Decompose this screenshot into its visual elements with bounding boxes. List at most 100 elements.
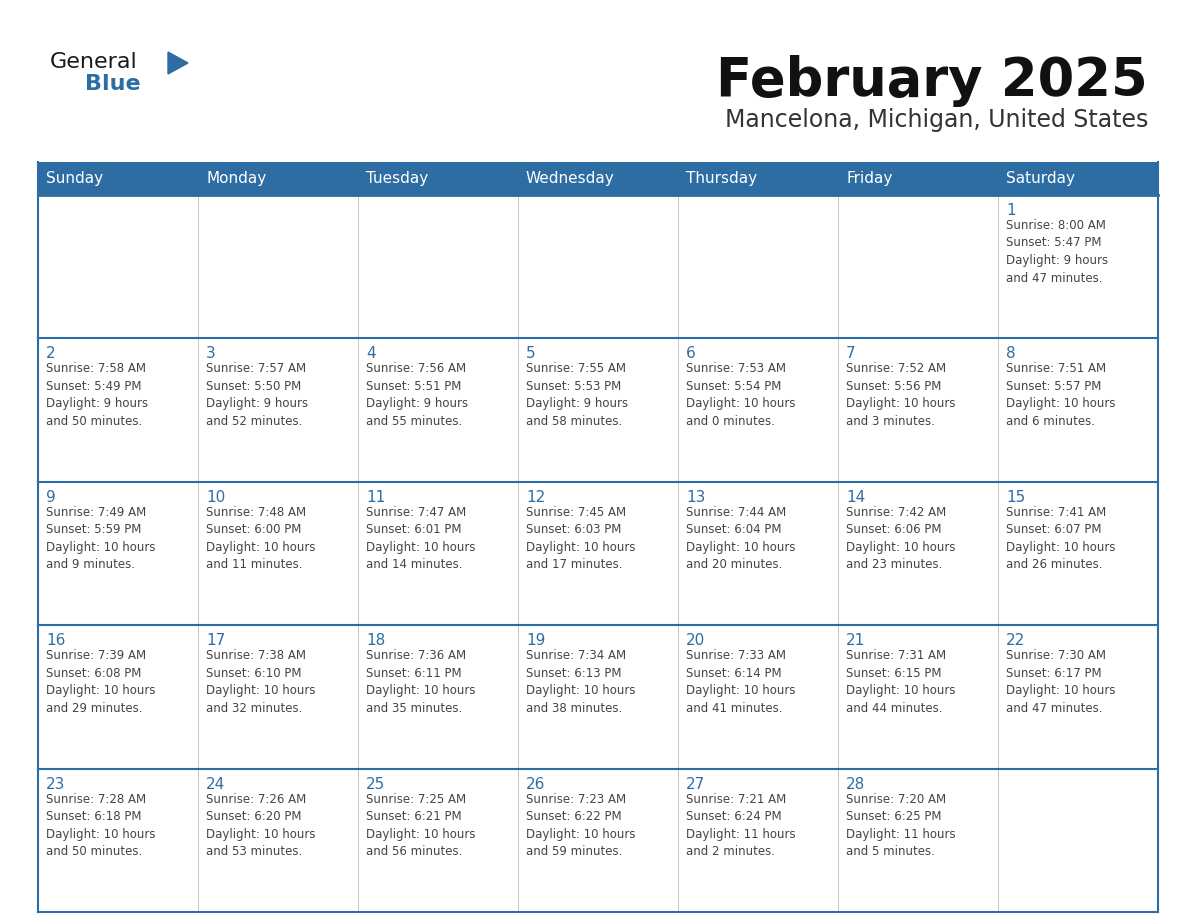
Bar: [518, 625, 678, 768]
Bar: [838, 482, 998, 625]
Bar: [838, 625, 998, 768]
Text: 21: 21: [846, 633, 865, 648]
Bar: [678, 482, 838, 625]
Text: 20: 20: [685, 633, 706, 648]
Bar: [998, 195, 1158, 339]
Bar: [678, 195, 838, 339]
Text: Sunrise: 7:56 AM
Sunset: 5:51 PM
Daylight: 9 hours
and 55 minutes.: Sunrise: 7:56 AM Sunset: 5:51 PM Dayligh…: [366, 363, 468, 428]
Text: 26: 26: [526, 777, 545, 791]
Text: Tuesday: Tuesday: [366, 171, 428, 186]
Text: Sunrise: 7:45 AM
Sunset: 6:03 PM
Daylight: 10 hours
and 17 minutes.: Sunrise: 7:45 AM Sunset: 6:03 PM Dayligh…: [526, 506, 636, 571]
Bar: [198, 339, 358, 482]
Bar: [198, 195, 358, 339]
Text: 6: 6: [685, 346, 696, 362]
Bar: [358, 195, 518, 339]
Text: Sunrise: 7:48 AM
Sunset: 6:00 PM
Daylight: 10 hours
and 11 minutes.: Sunrise: 7:48 AM Sunset: 6:00 PM Dayligh…: [206, 506, 316, 571]
Bar: [998, 625, 1158, 768]
Text: Sunrise: 7:33 AM
Sunset: 6:14 PM
Daylight: 10 hours
and 41 minutes.: Sunrise: 7:33 AM Sunset: 6:14 PM Dayligh…: [685, 649, 796, 715]
Text: 4: 4: [366, 346, 375, 362]
Bar: [198, 482, 358, 625]
Text: 11: 11: [366, 490, 385, 505]
Text: 15: 15: [1006, 490, 1025, 505]
Bar: [998, 482, 1158, 625]
Bar: [198, 768, 358, 912]
Bar: [998, 339, 1158, 482]
Text: 17: 17: [206, 633, 226, 648]
Polygon shape: [168, 52, 188, 74]
Text: Sunrise: 7:34 AM
Sunset: 6:13 PM
Daylight: 10 hours
and 38 minutes.: Sunrise: 7:34 AM Sunset: 6:13 PM Dayligh…: [526, 649, 636, 715]
Bar: [838, 768, 998, 912]
Text: 28: 28: [846, 777, 865, 791]
Text: 23: 23: [46, 777, 65, 791]
Text: Sunrise: 7:42 AM
Sunset: 6:06 PM
Daylight: 10 hours
and 23 minutes.: Sunrise: 7:42 AM Sunset: 6:06 PM Dayligh…: [846, 506, 955, 571]
Bar: [38, 482, 198, 625]
Text: Sunrise: 7:38 AM
Sunset: 6:10 PM
Daylight: 10 hours
and 32 minutes.: Sunrise: 7:38 AM Sunset: 6:10 PM Dayligh…: [206, 649, 316, 715]
Text: 22: 22: [1006, 633, 1025, 648]
Bar: [678, 768, 838, 912]
Text: 7: 7: [846, 346, 855, 362]
Bar: [358, 482, 518, 625]
Text: 3: 3: [206, 346, 216, 362]
Bar: [358, 625, 518, 768]
Text: Saturday: Saturday: [1006, 171, 1075, 186]
Text: 13: 13: [685, 490, 706, 505]
Bar: [838, 195, 998, 339]
Text: Sunrise: 7:30 AM
Sunset: 6:17 PM
Daylight: 10 hours
and 47 minutes.: Sunrise: 7:30 AM Sunset: 6:17 PM Dayligh…: [1006, 649, 1116, 715]
Text: 8: 8: [1006, 346, 1016, 362]
Text: Thursday: Thursday: [685, 171, 757, 186]
Bar: [38, 768, 198, 912]
Bar: [38, 162, 1158, 195]
Text: 16: 16: [46, 633, 65, 648]
Text: 1: 1: [1006, 203, 1016, 218]
Bar: [38, 195, 198, 339]
Text: Sunrise: 8:00 AM
Sunset: 5:47 PM
Daylight: 9 hours
and 47 minutes.: Sunrise: 8:00 AM Sunset: 5:47 PM Dayligh…: [1006, 219, 1108, 285]
Text: Monday: Monday: [206, 171, 266, 186]
Text: 12: 12: [526, 490, 545, 505]
Text: Sunrise: 7:47 AM
Sunset: 6:01 PM
Daylight: 10 hours
and 14 minutes.: Sunrise: 7:47 AM Sunset: 6:01 PM Dayligh…: [366, 506, 475, 571]
Text: Sunrise: 7:25 AM
Sunset: 6:21 PM
Daylight: 10 hours
and 56 minutes.: Sunrise: 7:25 AM Sunset: 6:21 PM Dayligh…: [366, 792, 475, 858]
Text: 24: 24: [206, 777, 226, 791]
Text: 5: 5: [526, 346, 536, 362]
Text: General: General: [50, 52, 138, 72]
Text: Sunrise: 7:52 AM
Sunset: 5:56 PM
Daylight: 10 hours
and 3 minutes.: Sunrise: 7:52 AM Sunset: 5:56 PM Dayligh…: [846, 363, 955, 428]
Bar: [678, 625, 838, 768]
Bar: [38, 339, 198, 482]
Text: Sunrise: 7:26 AM
Sunset: 6:20 PM
Daylight: 10 hours
and 53 minutes.: Sunrise: 7:26 AM Sunset: 6:20 PM Dayligh…: [206, 792, 316, 858]
Bar: [518, 768, 678, 912]
Text: Sunrise: 7:21 AM
Sunset: 6:24 PM
Daylight: 11 hours
and 2 minutes.: Sunrise: 7:21 AM Sunset: 6:24 PM Dayligh…: [685, 792, 796, 858]
Text: Sunrise: 7:44 AM
Sunset: 6:04 PM
Daylight: 10 hours
and 20 minutes.: Sunrise: 7:44 AM Sunset: 6:04 PM Dayligh…: [685, 506, 796, 571]
Text: Wednesday: Wednesday: [526, 171, 614, 186]
Bar: [358, 339, 518, 482]
Text: 14: 14: [846, 490, 865, 505]
Text: Blue: Blue: [86, 74, 140, 94]
Bar: [518, 195, 678, 339]
Text: 9: 9: [46, 490, 56, 505]
Text: 18: 18: [366, 633, 385, 648]
Text: 19: 19: [526, 633, 545, 648]
Bar: [38, 625, 198, 768]
Text: Mancelona, Michigan, United States: Mancelona, Michigan, United States: [725, 108, 1148, 132]
Text: February 2025: February 2025: [716, 55, 1148, 107]
Text: Sunrise: 7:53 AM
Sunset: 5:54 PM
Daylight: 10 hours
and 0 minutes.: Sunrise: 7:53 AM Sunset: 5:54 PM Dayligh…: [685, 363, 796, 428]
Text: Sunrise: 7:49 AM
Sunset: 5:59 PM
Daylight: 10 hours
and 9 minutes.: Sunrise: 7:49 AM Sunset: 5:59 PM Dayligh…: [46, 506, 156, 571]
Text: 27: 27: [685, 777, 706, 791]
Bar: [198, 625, 358, 768]
Text: Sunrise: 7:57 AM
Sunset: 5:50 PM
Daylight: 9 hours
and 52 minutes.: Sunrise: 7:57 AM Sunset: 5:50 PM Dayligh…: [206, 363, 308, 428]
Bar: [678, 339, 838, 482]
Text: Sunrise: 7:28 AM
Sunset: 6:18 PM
Daylight: 10 hours
and 50 minutes.: Sunrise: 7:28 AM Sunset: 6:18 PM Dayligh…: [46, 792, 156, 858]
Bar: [838, 339, 998, 482]
Bar: [998, 768, 1158, 912]
Text: 25: 25: [366, 777, 385, 791]
Text: Sunrise: 7:55 AM
Sunset: 5:53 PM
Daylight: 9 hours
and 58 minutes.: Sunrise: 7:55 AM Sunset: 5:53 PM Dayligh…: [526, 363, 628, 428]
Text: Sunrise: 7:41 AM
Sunset: 6:07 PM
Daylight: 10 hours
and 26 minutes.: Sunrise: 7:41 AM Sunset: 6:07 PM Dayligh…: [1006, 506, 1116, 571]
Text: Sunrise: 7:20 AM
Sunset: 6:25 PM
Daylight: 11 hours
and 5 minutes.: Sunrise: 7:20 AM Sunset: 6:25 PM Dayligh…: [846, 792, 955, 858]
Text: Sunrise: 7:36 AM
Sunset: 6:11 PM
Daylight: 10 hours
and 35 minutes.: Sunrise: 7:36 AM Sunset: 6:11 PM Dayligh…: [366, 649, 475, 715]
Text: Sunrise: 7:51 AM
Sunset: 5:57 PM
Daylight: 10 hours
and 6 minutes.: Sunrise: 7:51 AM Sunset: 5:57 PM Dayligh…: [1006, 363, 1116, 428]
Bar: [518, 339, 678, 482]
Text: Sunday: Sunday: [46, 171, 103, 186]
Text: 2: 2: [46, 346, 56, 362]
Text: Sunrise: 7:23 AM
Sunset: 6:22 PM
Daylight: 10 hours
and 59 minutes.: Sunrise: 7:23 AM Sunset: 6:22 PM Dayligh…: [526, 792, 636, 858]
Text: Friday: Friday: [846, 171, 892, 186]
Text: Sunrise: 7:39 AM
Sunset: 6:08 PM
Daylight: 10 hours
and 29 minutes.: Sunrise: 7:39 AM Sunset: 6:08 PM Dayligh…: [46, 649, 156, 715]
Bar: [518, 482, 678, 625]
